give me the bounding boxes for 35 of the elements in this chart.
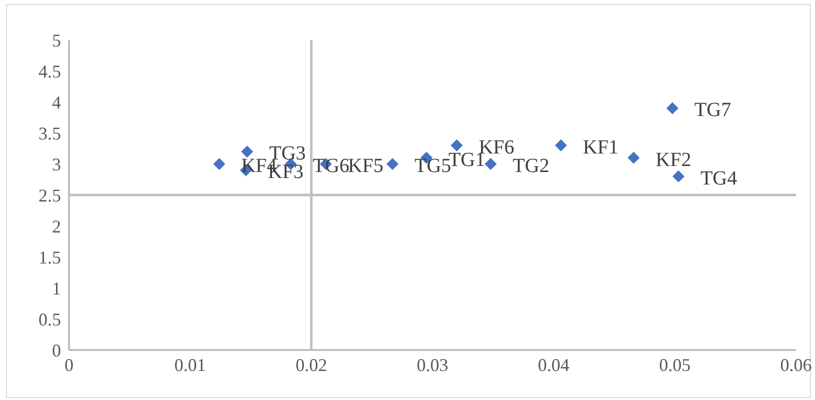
y-tick-label: 1.5 [38,247,61,268]
annotation: TG6 [312,155,350,177]
y-tick-label: 1 [52,278,61,298]
point [628,152,640,164]
y-tick-label: 5 [52,30,61,50]
annotation: KF5 [348,155,384,177]
y-tick-label: 4 [52,92,61,112]
point [241,146,254,158]
x-tick-label: 0.01 [174,354,206,375]
y-tick-label: 4.5 [38,61,61,82]
annotation: TG5 [414,155,452,177]
x-tick-label: 0 [64,354,74,375]
point [554,139,567,152]
annotation: KF1 [582,136,619,158]
x-tick-label: 0.04 [538,354,570,375]
x-tick-label: 0.02 [296,354,328,375]
point [450,139,463,152]
annotation: TG2 [512,155,550,177]
x-tick-label: 0.03 [416,354,448,375]
point [213,158,226,170]
point [672,170,684,182]
annotation: KF2 [656,148,692,171]
point [484,158,497,170]
y-tick-label: 0.5 [38,309,61,330]
x-tick-label: 0.06 [780,354,812,375]
point [666,102,678,114]
y-tick-label: 2 [52,216,61,236]
point [386,158,399,170]
y-tick-label: 2.5 [38,185,61,206]
y-tick-label: 0 [52,340,61,360]
y-tick-label: 3.5 [38,123,61,144]
x-tick-label: 0.05 [659,354,691,375]
annotation: TG4 [700,167,738,190]
annotation: TG7 [694,99,732,122]
y-tick-label: 3 [52,154,61,174]
